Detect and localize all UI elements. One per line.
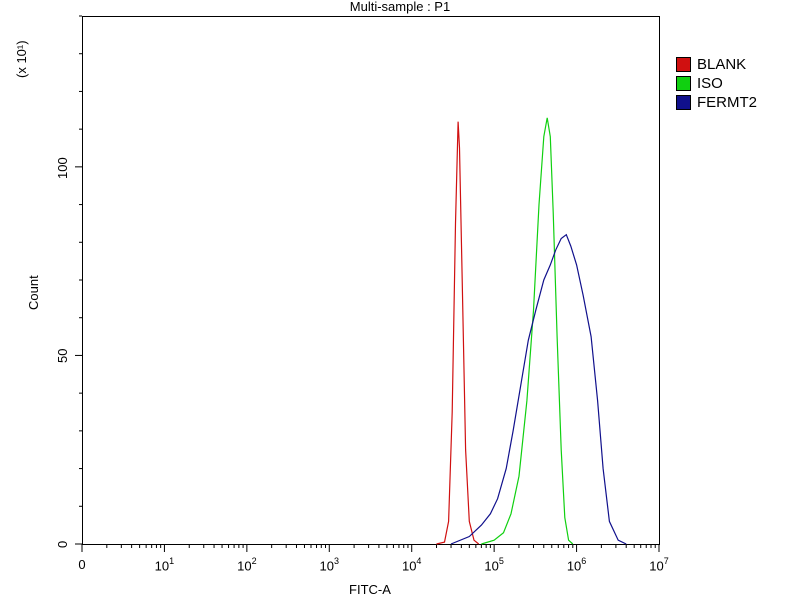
legend-label: FERMT2 — [697, 94, 757, 111]
x-tick-label: 101 — [154, 556, 175, 574]
y-scale-label: (x 10¹) — [14, 40, 29, 78]
x-tick-exponent: 2 — [251, 556, 257, 566]
x-tick-exponent: 4 — [416, 556, 422, 566]
x-tick-base: 10 — [566, 558, 582, 574]
x-tick-label: 0 — [78, 557, 85, 572]
x-tick-label: 102 — [237, 556, 257, 574]
legend-item-iso: ISO — [676, 74, 757, 93]
legend-label: BLANK — [697, 56, 747, 73]
x-tick-base: 10 — [319, 558, 335, 574]
legend-item-blank: BLANK — [676, 55, 757, 74]
legend-swatch — [676, 57, 691, 72]
x-tick-exponent: 5 — [498, 556, 504, 566]
legend-label: ISO — [697, 75, 723, 92]
x-tick-label: 107 — [649, 556, 669, 574]
y-tick-label: 50 — [55, 348, 70, 364]
x-tick-base: 10 — [237, 558, 252, 574]
x-tick-label: 104 — [401, 556, 422, 574]
x-axis-label: FITC-A — [349, 582, 391, 597]
x-tick-exponent: 1 — [169, 556, 175, 566]
y-axis-label: Count — [26, 275, 41, 310]
x-tick-exponent: 7 — [663, 556, 669, 566]
y-tick-label: 100 — [55, 157, 70, 179]
x-tick-exponent: 3 — [334, 556, 340, 566]
x-tick-label: 106 — [566, 556, 587, 574]
x-tick-label: 103 — [319, 556, 340, 574]
x-tick-label: 105 — [484, 556, 504, 574]
chart-title: Multi-sample : P1 — [349, 0, 451, 14]
series-line-iso — [481, 117, 574, 545]
x-tick-base: 10 — [401, 558, 417, 574]
tick-marks — [75, 15, 660, 552]
x-tick-base: 0 — [78, 557, 86, 572]
legend-item-fermt2: FERMT2 — [676, 93, 757, 112]
x-tick-base: 10 — [649, 558, 664, 574]
legend: BLANK ISO FERMT2 — [676, 55, 757, 112]
legend-swatch — [676, 76, 691, 91]
series-line-fermt2 — [450, 233, 627, 545]
series-line-blank — [436, 121, 480, 545]
x-tick-base: 10 — [484, 558, 499, 574]
y-tick-label: 0 — [55, 540, 70, 548]
x-tick-exponent: 6 — [581, 556, 587, 566]
x-tick-base: 10 — [154, 558, 170, 574]
legend-swatch — [676, 95, 691, 110]
series-lines — [436, 117, 627, 545]
plot-frame — [82, 16, 660, 545]
